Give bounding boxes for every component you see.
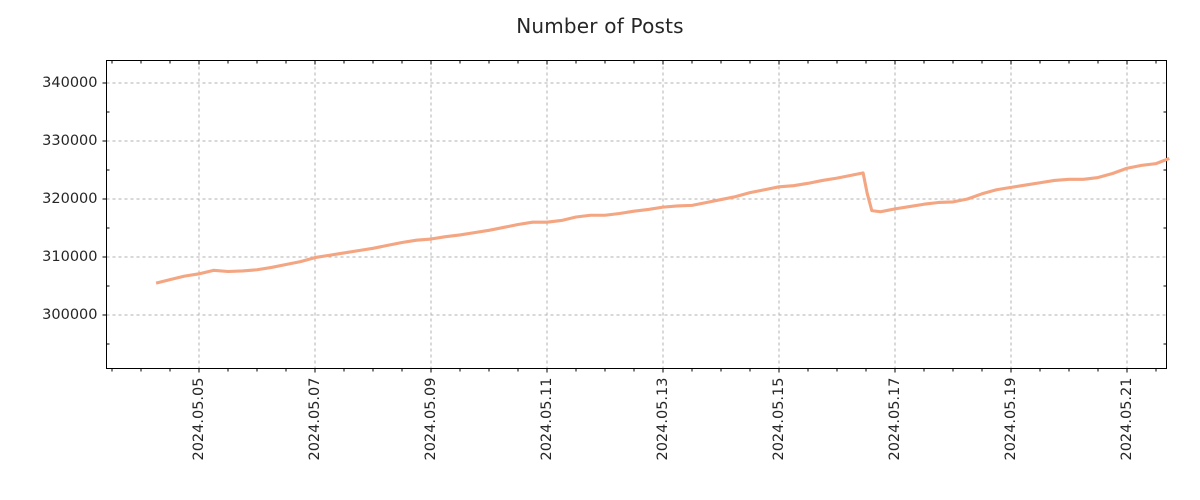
x-tick-label: 2024.05.15 <box>771 378 787 461</box>
axis-frame <box>105 59 1168 370</box>
x-tick-label: 2024.05.13 <box>655 378 671 461</box>
chart-title: Number of Posts <box>516 14 684 38</box>
x-tick-label: 2024.05.11 <box>539 378 555 461</box>
y-tick-label: 340000 <box>42 75 97 91</box>
grid-lines <box>106 60 1167 369</box>
series-line-0 <box>155 156 1170 285</box>
x-axis-tick-labels: 2024.05.05 2024.05.07 2024.05.09 2024.05.11… <box>191 378 1135 461</box>
x-tick-label: 2024.05.21 <box>1119 378 1135 461</box>
x-tick-label: 2024.05.09 <box>423 378 439 461</box>
axis-ticks <box>102 60 1167 373</box>
y-tick-label: 330000 <box>42 133 97 149</box>
y-tick-label: 310000 <box>42 249 97 265</box>
x-tick-label: 2024.05.05 <box>191 378 207 461</box>
x-tick-label: 2024.05.17 <box>887 378 903 461</box>
x-tick-label: 2024.05.07 <box>307 378 323 461</box>
data-series <box>155 156 1170 285</box>
y-tick-label: 300000 <box>42 307 97 323</box>
y-axis-tick-labels: 300000 310000 320000 330000 340000 <box>42 75 97 323</box>
y-tick-label: 320000 <box>42 191 97 207</box>
plot-border <box>105 59 1168 370</box>
x-tick-label: 2024.05.19 <box>1003 378 1019 461</box>
